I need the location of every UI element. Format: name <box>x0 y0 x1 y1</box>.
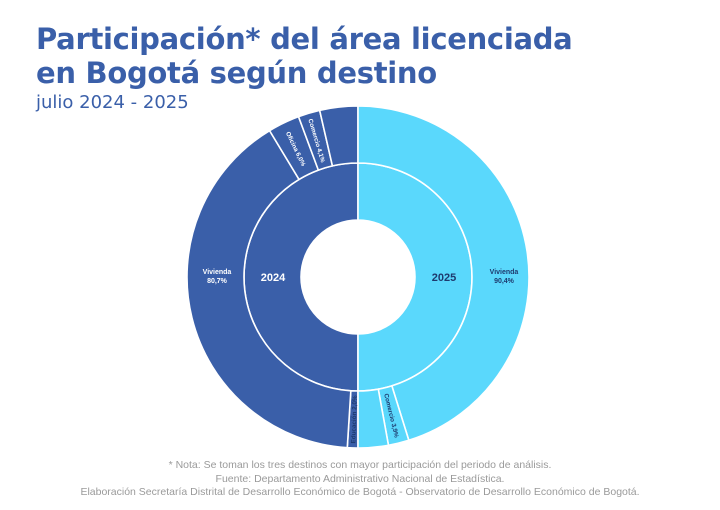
slice-2025-vivienda <box>357 105 530 442</box>
title-line-2: en Bogotá según destino <box>36 56 437 90</box>
label-2024-vivienda: Vivienda <box>203 269 232 276</box>
value-2025-vivienda: 90,4% <box>494 278 515 285</box>
footer-notes: * Nota: Se toman los tres destinos con m… <box>0 459 720 500</box>
footnote: * Nota: Se toman los tres destinos con m… <box>168 459 552 471</box>
ring-label-2024: 2024 <box>261 272 286 284</box>
slice-2024-vivienda <box>186 129 352 449</box>
slice-2025-otros <box>357 388 390 449</box>
page-title: Participación* del área licenciada en Bo… <box>36 22 573 90</box>
label-2024-educacion-group: Educación 2,0% <box>350 395 359 444</box>
title-line-1: Participación* del área licenciada <box>36 22 573 56</box>
label-2025-vivienda: Vivienda <box>490 269 519 276</box>
source-line: Fuente: Departamento Administrativo Naci… <box>215 472 505 485</box>
credit-line: Elaboración Secretaría Distrital de Desa… <box>80 486 640 498</box>
subtitle: julio 2024 - 2025 <box>36 92 189 113</box>
value-2024-vivienda: 80,7% <box>207 278 228 285</box>
label-2024-educacion: Educación 2,0% <box>350 395 359 444</box>
ring-label-2025: 2025 <box>432 272 456 284</box>
